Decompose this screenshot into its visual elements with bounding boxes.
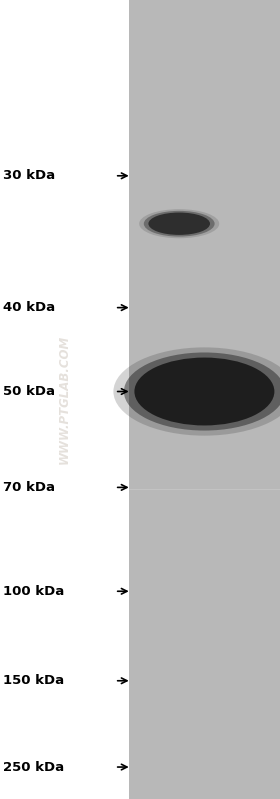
- Text: 100 kDa: 100 kDa: [3, 585, 64, 598]
- Ellipse shape: [139, 209, 219, 238]
- Text: 50 kDa: 50 kDa: [3, 385, 55, 398]
- Text: 70 kDa: 70 kDa: [3, 481, 55, 494]
- Bar: [129, 0, 280, 799]
- Ellipse shape: [134, 358, 274, 425]
- Text: 30 kDa: 30 kDa: [3, 169, 55, 182]
- Text: 250 kDa: 250 kDa: [3, 761, 64, 773]
- Text: WWW.PTGLAB.COM: WWW.PTGLAB.COM: [58, 335, 71, 464]
- Text: 40 kDa: 40 kDa: [3, 301, 55, 314]
- Ellipse shape: [113, 348, 280, 435]
- Ellipse shape: [124, 352, 280, 431]
- Bar: [0, 0, 129, 799]
- Ellipse shape: [148, 213, 210, 235]
- Text: 150 kDa: 150 kDa: [3, 674, 64, 687]
- Ellipse shape: [144, 211, 214, 237]
